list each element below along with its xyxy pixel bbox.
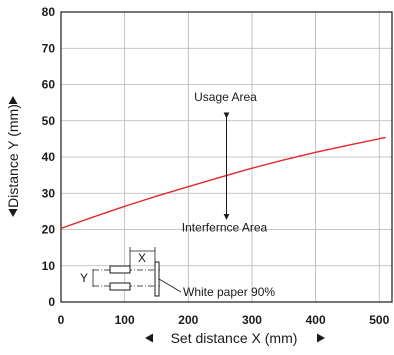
y-tick-label: 80	[42, 5, 56, 19]
upper-sensor-body	[109, 265, 131, 274]
x-tick-labels: 0 100 200 300 400 500	[58, 313, 390, 327]
x-axis-title: Set distance X (mm)	[171, 330, 298, 346]
usage-area-label: Usage Area	[194, 90, 257, 104]
white-paper-caption: White paper 90%	[183, 285, 275, 299]
x-tick-label: 400	[306, 313, 326, 327]
inset-x-label: X	[138, 251, 146, 265]
x-axis-left-arrow-icon	[145, 333, 153, 343]
y-tick-label: 50	[42, 114, 56, 128]
y-tick-label: 30	[42, 186, 56, 200]
sensor-inset-diagram: X Y White paper 90%	[80, 247, 275, 299]
y-axis-label: Distance Y (mm)	[5, 96, 21, 217]
white-paper-target	[154, 261, 160, 297]
inset-y-label: Y	[80, 271, 88, 285]
x-tick-label: 100	[115, 313, 135, 327]
x-tick-label: 300	[242, 313, 262, 327]
y-tick-label: 70	[42, 41, 56, 55]
y-tick-label: 60	[42, 78, 56, 92]
y-tick-label: 10	[42, 259, 56, 273]
leader-line	[158, 278, 182, 293]
x-tick-label: 0	[58, 313, 65, 327]
lower-sensor-body	[109, 282, 131, 291]
x-tick-label: 500	[369, 313, 389, 327]
x-axis-right-arrow-icon	[317, 333, 325, 343]
x-tick-label: 200	[178, 313, 198, 327]
y-tick-label: 40	[42, 150, 56, 164]
y-tick-labels: 0 10 20 30 40 50 60 70 80	[42, 5, 56, 309]
grid-lines	[60, 11, 392, 303]
series-group	[60, 136, 386, 230]
y-axis-up-arrow-icon	[8, 96, 18, 104]
series-line-0	[60, 136, 386, 230]
plot-frame	[60, 11, 393, 303]
y-tick-label: 20	[42, 223, 56, 237]
y-tick-label: 0	[48, 295, 55, 309]
y-axis-down-arrow-icon	[8, 209, 18, 217]
y-axis-title: Distance Y (mm)	[5, 104, 21, 208]
x-axis-label: Set distance X (mm)	[145, 330, 325, 346]
interference-area-label: Interfernce Area	[182, 220, 268, 234]
